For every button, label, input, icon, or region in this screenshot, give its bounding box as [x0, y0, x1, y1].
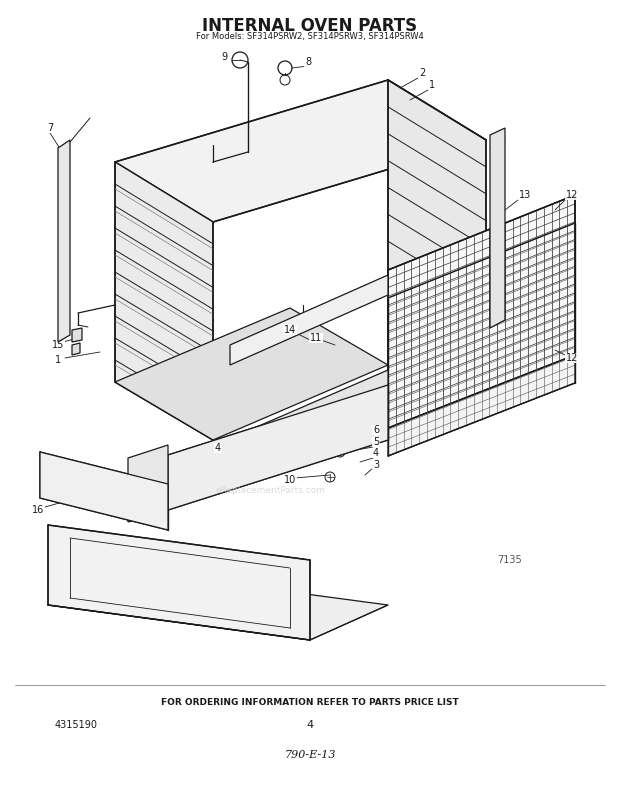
- Text: 4: 4: [306, 720, 314, 730]
- Text: 11: 11: [310, 333, 322, 343]
- Polygon shape: [72, 328, 82, 342]
- Text: 14: 14: [284, 325, 296, 335]
- Polygon shape: [388, 223, 575, 456]
- Text: FOR ORDERING INFORMATION REFER TO PARTS PRICE LIST: FOR ORDERING INFORMATION REFER TO PARTS …: [161, 698, 459, 707]
- Text: 4: 4: [215, 443, 221, 453]
- Polygon shape: [58, 140, 70, 342]
- Polygon shape: [388, 195, 575, 428]
- Polygon shape: [48, 570, 388, 640]
- Text: 1: 1: [429, 80, 435, 90]
- Text: 1: 1: [55, 355, 61, 365]
- Polygon shape: [115, 80, 486, 222]
- Text: For Models: SF314PSRW2, SF314PSRW3, SF314PSRW4: For Models: SF314PSRW2, SF314PSRW3, SF31…: [196, 32, 424, 41]
- Text: 15: 15: [52, 340, 64, 350]
- Polygon shape: [230, 275, 388, 365]
- Polygon shape: [48, 525, 310, 640]
- Polygon shape: [115, 308, 388, 440]
- Text: 13: 13: [519, 190, 531, 200]
- Text: 8: 8: [305, 57, 311, 67]
- Text: 10: 10: [284, 475, 296, 485]
- Text: 5: 5: [373, 437, 379, 447]
- Text: 4315190: 4315190: [55, 720, 98, 730]
- Text: 3: 3: [373, 460, 379, 470]
- Polygon shape: [72, 343, 80, 355]
- Polygon shape: [168, 385, 388, 510]
- Text: 7135: 7135: [498, 555, 523, 565]
- Polygon shape: [215, 370, 388, 460]
- Text: 6: 6: [373, 425, 379, 435]
- Text: 9: 9: [221, 52, 227, 62]
- Polygon shape: [490, 128, 505, 328]
- Polygon shape: [388, 80, 486, 355]
- Polygon shape: [115, 162, 213, 440]
- Text: 16: 16: [32, 505, 44, 515]
- Text: 790-E-13: 790-E-13: [284, 750, 336, 760]
- Text: INTERNAL OVEN PARTS: INTERNAL OVEN PARTS: [203, 17, 417, 35]
- Polygon shape: [128, 445, 168, 522]
- Polygon shape: [40, 452, 168, 530]
- Text: 4: 4: [373, 448, 379, 458]
- Text: 12: 12: [566, 190, 578, 200]
- Text: 7: 7: [47, 123, 53, 133]
- Text: 2: 2: [419, 68, 425, 78]
- Text: eReplacementParts.com: eReplacementParts.com: [215, 485, 325, 495]
- Text: 12: 12: [566, 353, 578, 363]
